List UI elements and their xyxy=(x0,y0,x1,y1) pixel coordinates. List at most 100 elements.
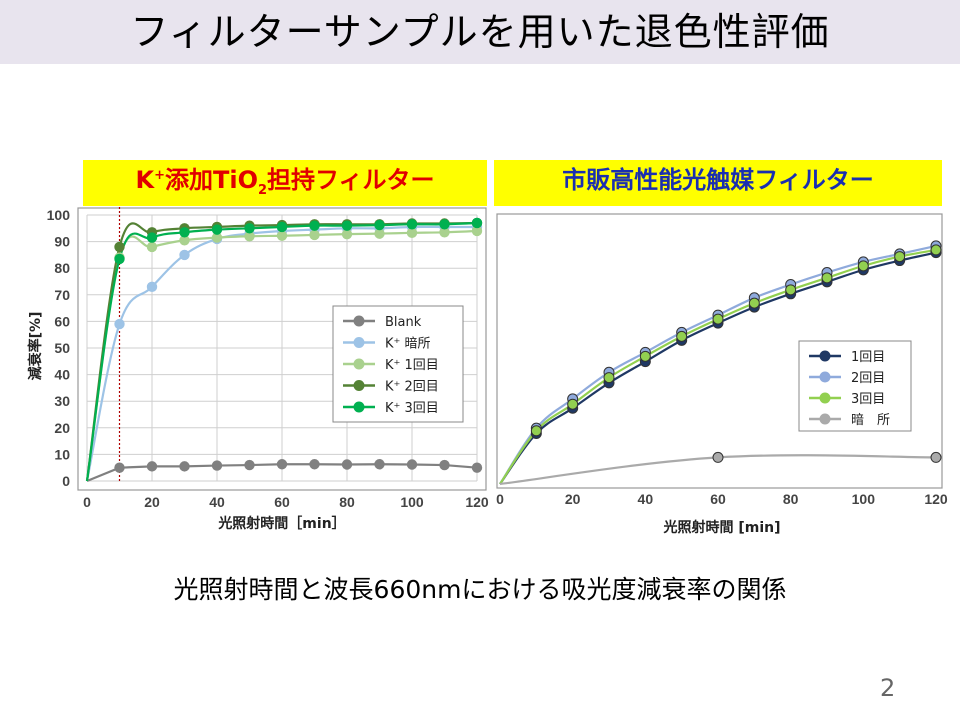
title-bar xyxy=(0,0,960,64)
legend-label: 2回目 xyxy=(851,371,885,386)
data-point xyxy=(179,227,190,238)
data-point xyxy=(341,459,353,470)
x-tick-label: 120 xyxy=(465,494,489,510)
data-point xyxy=(244,459,255,471)
data-point xyxy=(276,230,288,241)
y-tick-label: 70 xyxy=(54,287,70,303)
y-tick-label: 30 xyxy=(54,393,70,409)
panel-label-left-sub: 2 xyxy=(257,182,268,198)
y-tick-label: 90 xyxy=(54,234,70,250)
data-point xyxy=(146,281,158,293)
data-point xyxy=(211,224,223,235)
data-point xyxy=(374,459,385,470)
data-point xyxy=(309,229,320,241)
x-tick-label: 100 xyxy=(400,494,424,510)
data-point xyxy=(748,297,760,309)
data-point xyxy=(603,372,615,384)
data-point xyxy=(374,228,385,239)
y-tick-label: 80 xyxy=(54,260,70,276)
chart-left: 0 20 40 60 80 100 120 0 10 20 30 40 50 60 70 80 90 100 光照射… xyxy=(27,207,489,532)
data-point xyxy=(341,228,353,240)
panel-label-left: K+添加TiO2担持フィルター xyxy=(83,160,487,206)
x-tick-label: 0 xyxy=(83,494,91,510)
data-point xyxy=(406,459,418,470)
legend: Blank K⁺ 暗所 K⁺ 1回目 K⁺ 2回目 K⁺ 3回目 xyxy=(332,305,464,423)
data-point xyxy=(114,253,125,265)
legend-label: K⁺ 1回目 xyxy=(385,358,439,373)
data-point xyxy=(114,462,125,473)
plot-area: 0 20 40 60 80 100 120 0 10 20 30 40 50 60 70 80 90 100 光照射… xyxy=(27,207,489,532)
data-point xyxy=(406,219,418,230)
data-point xyxy=(244,223,255,234)
data-point xyxy=(930,244,942,256)
data-point xyxy=(785,284,797,296)
legend-marker xyxy=(353,337,365,348)
data-point xyxy=(309,459,320,470)
data-point xyxy=(276,221,288,233)
data-point xyxy=(471,217,483,229)
data-point xyxy=(146,241,158,253)
data-point xyxy=(211,232,223,243)
legend-label: 3回目 xyxy=(851,392,885,407)
panel-label-left-k: K xyxy=(135,166,155,194)
legend-label: 暗 所 xyxy=(851,413,890,428)
x-tick-label: 60 xyxy=(710,491,726,507)
data-point xyxy=(341,220,353,231)
data-point xyxy=(179,235,190,246)
data-point xyxy=(406,227,418,239)
panel-label-left-end: 担持フィルター xyxy=(267,166,435,194)
data-point xyxy=(114,241,125,253)
data-point xyxy=(639,350,651,362)
data-point xyxy=(276,459,288,470)
x-tick-label: 20 xyxy=(144,494,160,510)
legend-marker xyxy=(819,392,831,404)
legend-label: K⁺ 3回目 xyxy=(385,401,439,416)
y-tick-label: 50 xyxy=(54,340,70,356)
x-tick-label: 120 xyxy=(924,491,948,507)
x-tick-label: 60 xyxy=(274,494,290,510)
data-point xyxy=(146,232,158,243)
legend-marker xyxy=(353,380,365,391)
x-axis-label: 光照射時間［min］ xyxy=(217,515,345,532)
data-point xyxy=(439,219,450,230)
legend-label: K⁺ 2回目 xyxy=(385,380,439,395)
data-point xyxy=(567,398,579,410)
data-point xyxy=(712,451,724,463)
data-point xyxy=(894,251,906,263)
y-tick-label: 40 xyxy=(54,367,70,383)
data-point xyxy=(930,451,942,463)
legend-marker xyxy=(353,358,365,370)
x-tick-label: 100 xyxy=(852,491,876,507)
x-tick-label: 40 xyxy=(638,491,654,507)
panel-label-right: 市販高性能光触媒フィルター xyxy=(494,160,942,206)
data-point xyxy=(179,461,190,472)
legend-marker xyxy=(819,371,831,383)
slide-title: フィルターサンプルを用いた退色性評価 xyxy=(130,10,830,54)
data-point xyxy=(471,462,483,473)
y-axis-label: 減衰率[%] xyxy=(27,312,44,381)
x-tick-label: 20 xyxy=(565,491,581,507)
data-point xyxy=(211,460,223,471)
legend-label: 1回目 xyxy=(851,350,885,365)
y-tick-label: 60 xyxy=(54,313,70,329)
x-tick-label: 80 xyxy=(339,494,355,510)
data-point xyxy=(439,459,450,471)
data-point xyxy=(857,260,869,272)
figure-caption: 光照射時間と波長660nmにおける吸光度減衰率の関係 xyxy=(173,575,787,604)
x-tick-label: 80 xyxy=(783,491,799,507)
x-tick-label: 40 xyxy=(209,494,225,510)
y-tick-label: 10 xyxy=(54,446,70,462)
panel-label-left-sup: + xyxy=(154,168,165,183)
data-point xyxy=(821,272,833,284)
y-tick-label: 20 xyxy=(54,420,70,436)
data-point xyxy=(309,220,320,231)
data-point xyxy=(471,225,483,237)
data-point xyxy=(676,330,688,342)
data-point xyxy=(439,227,450,238)
legend-label: K⁺ 暗所 xyxy=(385,337,431,352)
legend-marker xyxy=(353,315,365,327)
panel-label-left-mid: 添加TiO xyxy=(164,166,258,194)
